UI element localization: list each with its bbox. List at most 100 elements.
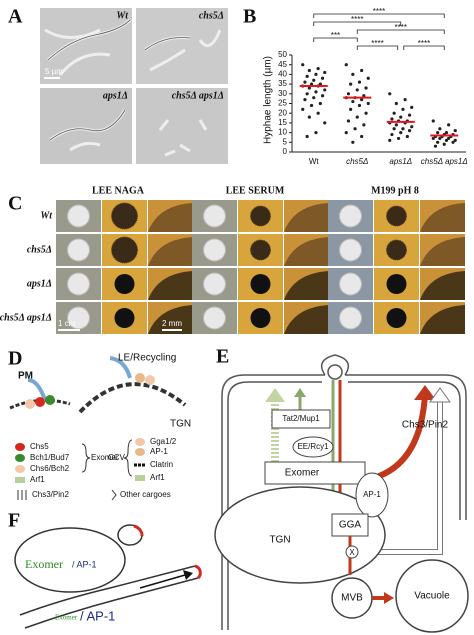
colony-edge: [284, 237, 329, 266]
data-point: [366, 101, 370, 106]
data-point: [436, 140, 440, 144]
tgn: [214, 486, 386, 584]
medium-label: LEE SERUM: [226, 185, 285, 196]
data-point: [314, 90, 318, 94]
data-point: [323, 88, 327, 92]
data-point: [344, 131, 348, 135]
ap1: [135, 373, 145, 383]
row-label: chs5Δ aps1Δ: [0, 312, 52, 323]
data-point: [316, 111, 320, 115]
colony: [67, 272, 90, 296]
chs6: [25, 399, 35, 409]
data-point: [447, 136, 451, 141]
data-point: [447, 123, 451, 127]
row-label: chs5Δ: [27, 244, 52, 255]
data-point: [320, 94, 325, 98]
colony: [67, 238, 90, 262]
ap1-ellipse: [355, 472, 389, 518]
panel-label: C: [8, 193, 22, 215]
data-point: [407, 129, 412, 133]
data-point: [307, 86, 311, 90]
data-point: [438, 127, 442, 131]
vesicle: [320, 354, 350, 376]
bud-tip: [133, 524, 144, 537]
arrowhead: [265, 388, 285, 402]
y-tick-label: 0: [283, 147, 288, 156]
legend-text: Chs6/Bch2: [30, 464, 70, 473]
arrow: [27, 378, 47, 401]
panel-label: D: [8, 348, 22, 370]
colony: [203, 272, 226, 296]
hypha: [19, 565, 199, 629]
legend-icon: [111, 489, 117, 501]
legend-icon: [15, 477, 25, 483]
x-tick-label: Wt: [309, 157, 320, 166]
tgn-membrane: [78, 382, 187, 414]
significance-bracket: [403, 45, 445, 50]
node-label: Chs3/Pin2: [402, 420, 449, 431]
data-point: [388, 92, 392, 96]
legend-text: Arf1: [30, 475, 45, 484]
brace: [123, 439, 133, 477]
data-point: [312, 78, 316, 82]
data-point: [436, 131, 440, 135]
node-label: GGA: [339, 520, 362, 531]
data-point: [320, 76, 325, 80]
significance-bracket: [313, 21, 402, 26]
data-point: [314, 131, 318, 135]
node-label: MVB: [341, 593, 363, 604]
significance-bracket: [313, 13, 445, 18]
arrowhead: [414, 385, 436, 400]
legend-icon: [15, 465, 25, 473]
y-tick-label: 15: [278, 118, 287, 127]
exomer-label: Exomer: [25, 557, 63, 571]
node-label: EE/Rcy1: [297, 442, 329, 451]
colony-grid: [56, 200, 465, 334]
legend-icon: [135, 438, 145, 446]
data-point: [396, 136, 401, 141]
strain-label: Wt: [116, 10, 129, 21]
data-point: [346, 92, 351, 96]
scale-bar-label: 1 cm: [58, 319, 76, 328]
ee-ellipse: [292, 436, 334, 458]
y-tick-label: 50: [278, 50, 287, 59]
block: [345, 545, 359, 559]
data-point: [305, 92, 309, 96]
y-tick-label: 25: [278, 99, 287, 108]
arrow: [365, 400, 442, 554]
micrograph: [136, 88, 228, 164]
data-point: [431, 136, 435, 141]
arrowhead: [384, 592, 394, 604]
legend-text: Bch1/Bud7: [30, 453, 70, 462]
arrow: [139, 574, 186, 589]
legend-text: CCV: [108, 453, 126, 462]
cell-sketch: [14, 524, 202, 629]
legend-text: AP-1: [150, 447, 168, 456]
legend-icon: [15, 454, 25, 462]
arrow: [109, 356, 132, 379]
data-point: [303, 98, 307, 102]
colony-edge: [284, 203, 329, 232]
legend-text: Arf1: [150, 473, 165, 482]
data-point: [394, 123, 398, 127]
data-point: [392, 111, 396, 115]
y-tick-label: 5: [283, 137, 288, 146]
data-point: [351, 72, 355, 76]
data-point: [362, 123, 366, 127]
data-point: [318, 101, 322, 106]
node-label: Exomer: [285, 468, 320, 479]
data-point: [407, 113, 412, 117]
colony-edge: [284, 271, 329, 300]
arrow: [364, 394, 428, 483]
data-point: [399, 131, 403, 135]
data-point: [360, 134, 364, 139]
exomer-label: Exomer: [55, 614, 78, 622]
legend-icon: [135, 448, 145, 456]
legend-icon: [15, 443, 25, 451]
data-point: [357, 80, 362, 84]
data-point: [355, 115, 359, 119]
y-tick-label: 30: [278, 89, 287, 98]
data-point: [442, 142, 446, 146]
